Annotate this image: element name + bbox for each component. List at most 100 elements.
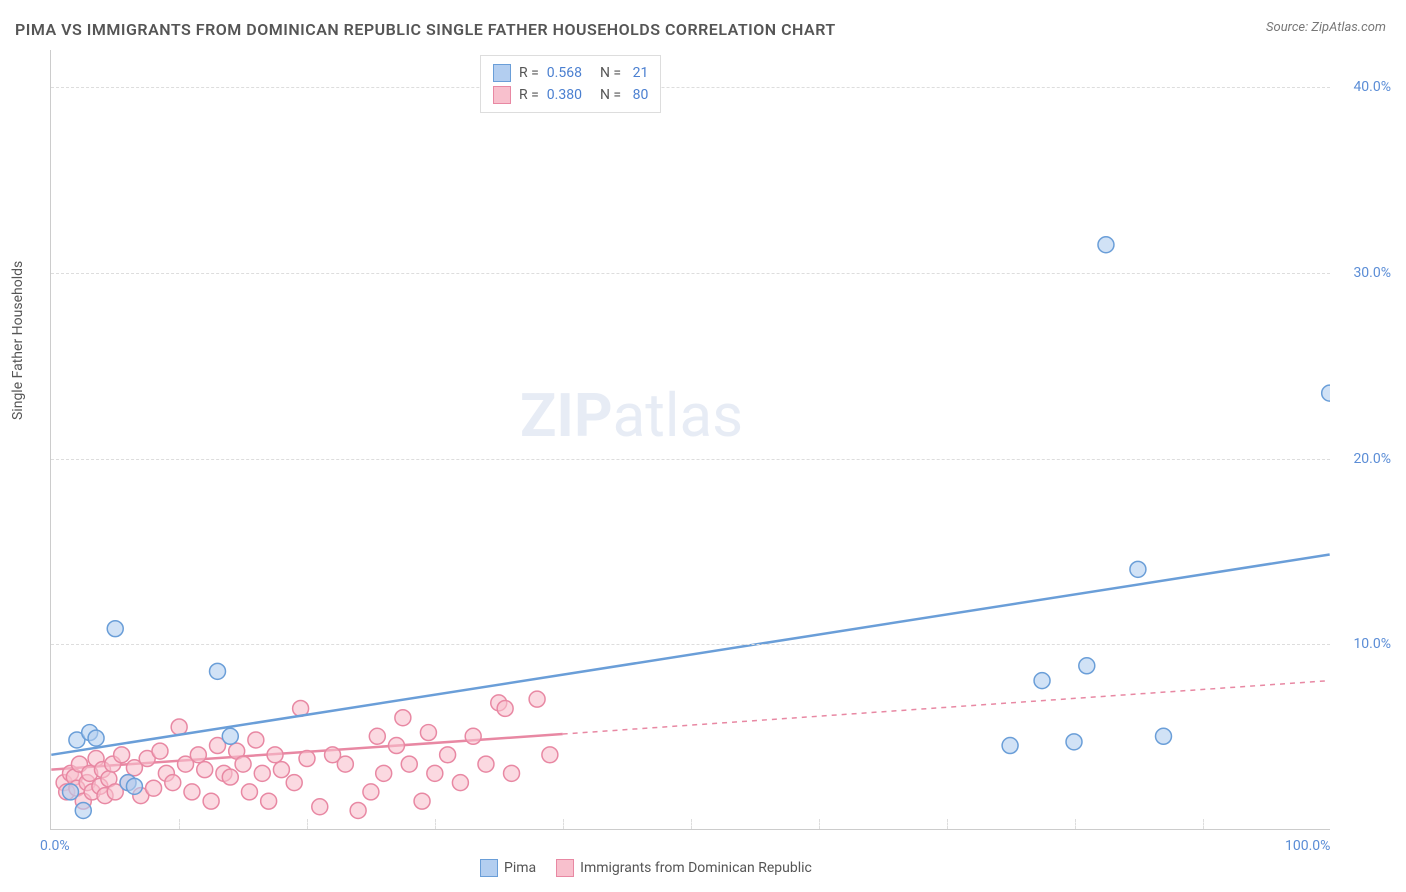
y-axis-label: Single Father Households — [10, 261, 26, 420]
x-minor-tick — [307, 819, 308, 829]
x-tick-label: 100.0% — [1285, 838, 1330, 854]
gridline — [51, 459, 1330, 460]
y-tick-label: 40.0% — [1353, 79, 1391, 95]
legend-r-value: 0.380 — [547, 87, 582, 103]
y-tick-label: 20.0% — [1353, 451, 1391, 467]
data-point — [107, 621, 123, 637]
data-point — [1098, 237, 1114, 253]
gridline — [51, 273, 1330, 274]
data-point — [254, 765, 270, 781]
legend-r-label: R = — [519, 65, 539, 81]
data-point — [420, 725, 436, 741]
chart-container: PIMA VS IMMIGRANTS FROM DOMINICAN REPUBL… — [0, 0, 1406, 892]
data-point — [497, 700, 513, 716]
data-point — [190, 747, 206, 763]
x-minor-tick — [435, 819, 436, 829]
data-point — [440, 747, 456, 763]
data-point — [248, 732, 264, 748]
trend-line-dashed — [563, 681, 1330, 734]
data-point — [1002, 738, 1018, 754]
data-point — [267, 747, 283, 763]
data-point — [235, 756, 251, 772]
gridline — [51, 87, 1330, 88]
data-point — [337, 756, 353, 772]
data-point — [261, 793, 277, 809]
data-point — [222, 769, 238, 785]
data-point — [1156, 728, 1172, 744]
data-point — [350, 802, 366, 818]
scatter-plot — [51, 50, 1330, 829]
data-point — [369, 728, 385, 744]
y-tick-label: 30.0% — [1353, 265, 1391, 281]
legend-series-name: Pima — [504, 860, 536, 876]
data-point — [414, 793, 430, 809]
data-point — [286, 775, 302, 791]
chart-title: PIMA VS IMMIGRANTS FROM DOMINICAN REPUBL… — [15, 20, 836, 39]
data-point — [197, 762, 213, 778]
legend-item: Immigrants from Dominican Republic — [556, 859, 812, 877]
data-point — [114, 747, 130, 763]
x-minor-tick — [691, 819, 692, 829]
data-point — [504, 765, 520, 781]
legend-r-value: 0.568 — [547, 65, 582, 81]
legend-stats-row: R = 0.380 N = 80 — [493, 84, 648, 106]
data-point — [395, 710, 411, 726]
legend-r-label: R = — [519, 87, 539, 103]
source-label: Source: ZipAtlas.com — [1266, 20, 1386, 35]
legend-swatch — [493, 86, 511, 104]
legend-swatch — [556, 859, 574, 877]
data-point — [542, 747, 558, 763]
x-minor-tick — [179, 819, 180, 829]
legend-swatch — [480, 859, 498, 877]
gridline — [51, 644, 1330, 645]
data-point — [478, 756, 494, 772]
data-point — [210, 663, 226, 679]
x-minor-tick — [947, 819, 948, 829]
x-tick-label: 0.0% — [40, 838, 70, 854]
data-point — [299, 751, 315, 767]
data-point — [452, 775, 468, 791]
data-point — [388, 738, 404, 754]
legend-n-value: 80 — [629, 87, 648, 103]
legend-n-label: N = — [600, 87, 621, 103]
data-point — [152, 743, 168, 759]
data-point — [312, 799, 328, 815]
top-legend: R = 0.568 N = 21 R = 0.380 N = 80 — [480, 55, 661, 113]
data-point — [171, 719, 187, 735]
data-point — [63, 784, 79, 800]
data-point — [427, 765, 443, 781]
legend-stats-row: R = 0.568 N = 21 — [493, 62, 648, 84]
data-point — [363, 784, 379, 800]
data-point — [184, 784, 200, 800]
data-point — [1034, 673, 1050, 689]
data-point — [88, 730, 104, 746]
legend-series-name: Immigrants from Dominican Republic — [580, 860, 812, 876]
data-point — [529, 691, 545, 707]
data-point — [241, 784, 257, 800]
data-point — [165, 775, 181, 791]
legend-item: Pima — [480, 859, 536, 877]
bottom-legend: Pima Immigrants from Dominican Republic — [480, 859, 812, 877]
data-point — [1130, 561, 1146, 577]
legend-n-value: 21 — [629, 65, 648, 81]
data-point — [222, 728, 238, 744]
y-tick-label: 10.0% — [1353, 636, 1391, 652]
data-point — [273, 762, 289, 778]
data-point — [1066, 734, 1082, 750]
data-point — [1079, 658, 1095, 674]
data-point — [376, 765, 392, 781]
x-minor-tick — [819, 819, 820, 829]
data-point — [75, 802, 91, 818]
x-minor-tick — [1203, 819, 1204, 829]
data-point — [401, 756, 417, 772]
plot-area — [50, 50, 1330, 830]
trend-line — [51, 554, 1329, 754]
x-minor-tick — [563, 819, 564, 829]
legend-swatch — [493, 64, 511, 82]
data-point — [1322, 385, 1330, 401]
data-point — [146, 780, 162, 796]
data-point — [126, 778, 142, 794]
x-minor-tick — [1075, 819, 1076, 829]
data-point — [465, 728, 481, 744]
data-point — [203, 793, 219, 809]
